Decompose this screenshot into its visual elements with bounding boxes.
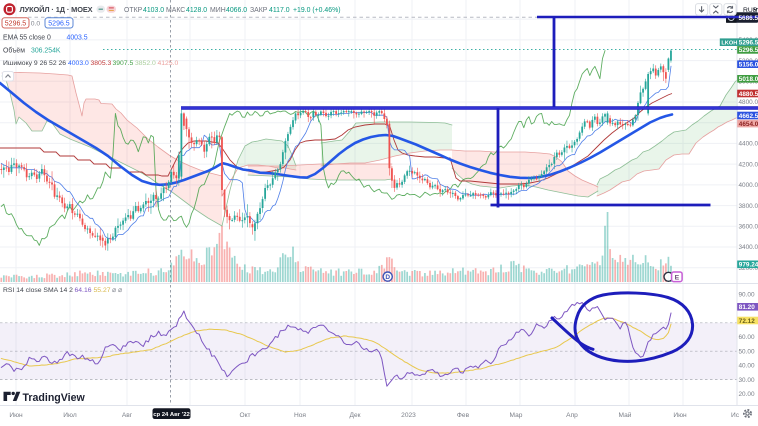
svg-text:4003.5: 4003.5 [67,34,88,41]
svg-text:5296.5: 5296.5 [739,47,758,54]
svg-text:4117.0: 4117.0 [269,7,290,14]
svg-text:4200.0: 4200.0 [739,161,758,168]
svg-text:3907.5: 3907.5 [113,60,134,67]
svg-text:Авг: Авг [122,412,133,419]
svg-text:Дек: Дек [349,412,360,419]
svg-text:306.254K: 306.254K [31,47,61,54]
svg-text:4400.0: 4400.0 [739,141,758,148]
svg-text:3852.0: 3852.0 [135,60,156,67]
svg-text:4066.0: 4066.0 [226,7,247,14]
svg-text:МИН: МИН [210,7,226,14]
svg-text:RSI 14 close SMA 14 2: RSI 14 close SMA 14 2 [3,287,73,294]
svg-text:Июн: Июн [673,412,687,419]
svg-text:0.0: 0.0 [31,20,41,27]
svg-text:55.27: 55.27 [94,287,111,294]
svg-text:Объём: Объём [3,46,25,54]
svg-text:5296.5: 5296.5 [739,40,758,47]
svg-text:4800.0: 4800.0 [739,99,758,106]
svg-text:4103.0: 4103.0 [143,7,164,14]
svg-text:Окт: Окт [239,412,250,419]
svg-text:+19.0 (+0.46%): +19.0 (+0.46%) [293,7,341,14]
svg-text:4003.0: 4003.0 [68,60,89,67]
svg-text:4662.5: 4662.5 [739,113,758,120]
svg-text:LKOH: LKOH [721,41,737,47]
svg-text:20.00: 20.00 [739,391,755,398]
svg-text:4654.0: 4654.0 [739,121,758,128]
svg-text:ЗАКР: ЗАКР [250,7,268,14]
svg-text:⌀ ⌀: ⌀ ⌀ [112,287,122,294]
svg-text:979.24: 979.24 [739,262,758,269]
svg-text:60.00: 60.00 [739,334,755,341]
svg-text:2023: 2023 [401,412,416,419]
svg-text:90.00: 90.00 [739,292,755,299]
svg-text:50.00: 50.00 [739,348,755,355]
svg-text:4000.0: 4000.0 [739,182,758,189]
svg-text:Апр: Апр [566,412,578,419]
svg-text:64.16: 64.16 [75,287,92,294]
svg-text:Май: Май [619,411,632,419]
svg-text:ЛУКОЙЛ · 1Д · MOEX: ЛУКОЙЛ · 1Д · MOEX [20,5,93,14]
svg-text:E: E [675,274,680,281]
svg-text:30.00: 30.00 [739,377,755,384]
svg-text:3800.0: 3800.0 [739,203,758,210]
svg-text:RUB: RUB [743,7,758,14]
svg-text:4125.0: 4125.0 [158,60,179,67]
svg-text:Июн: Июн [9,412,23,419]
svg-text:5018.0: 5018.0 [739,76,758,83]
svg-text:D: D [385,274,390,281]
svg-text:3400.0: 3400.0 [739,244,758,251]
svg-text:40.00: 40.00 [739,363,755,370]
svg-text:Июл: Июл [63,412,77,419]
svg-text:Фев: Фев [457,412,470,419]
svg-text:3600.0: 3600.0 [739,224,758,231]
svg-text:EMA 55 close 0: EMA 55 close 0 [3,34,51,41]
svg-text:ср 24 Авг '22: ср 24 Авг '22 [153,412,190,418]
svg-text:5296.5: 5296.5 [48,20,70,27]
svg-text:3805.3: 3805.3 [91,60,112,67]
svg-text:5296.5: 5296.5 [5,20,27,27]
svg-text:Ишимоку 9 26 52 26: Ишимоку 9 26 52 26 [3,60,66,67]
svg-text:ОТКР: ОТКР [124,7,143,14]
svg-text:5156.0: 5156.0 [739,62,758,69]
svg-text:Ноя: Ноя [294,412,306,419]
svg-text:72.12: 72.12 [739,318,755,325]
svg-text:4128.0: 4128.0 [186,7,207,14]
svg-text:TradingView: TradingView [23,392,86,404]
svg-text:81.20: 81.20 [739,304,755,311]
svg-text:МАКС: МАКС [166,7,185,14]
svg-text:4880.5: 4880.5 [739,91,758,98]
svg-text:5686.5: 5686.5 [739,15,758,22]
svg-text:3200.0: 3200.0 [739,265,758,272]
svg-text:Мар: Мар [510,412,523,419]
svg-text:Ис: Ис [731,412,740,419]
